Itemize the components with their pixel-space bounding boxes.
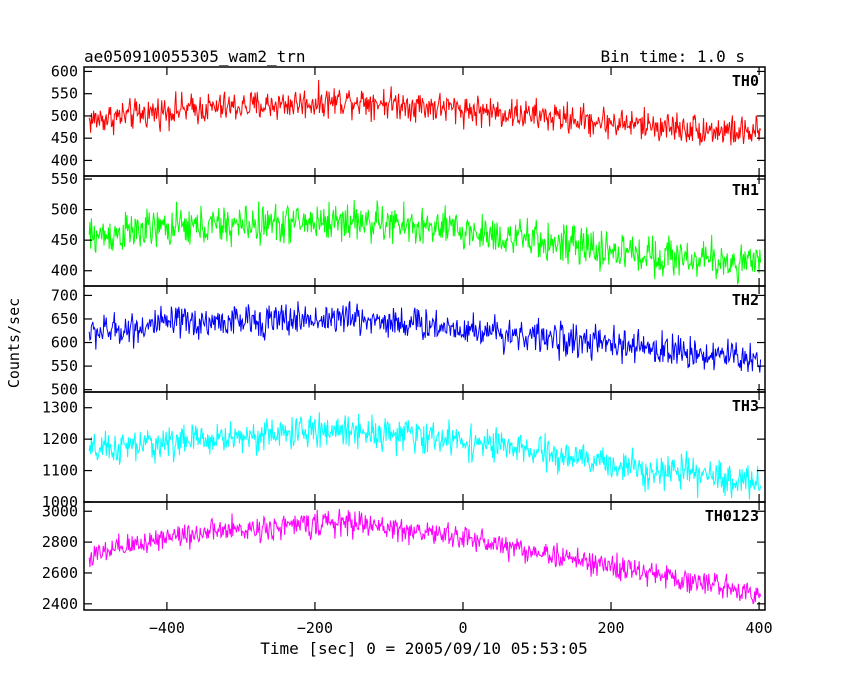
y-tick-label: 1200	[42, 430, 78, 448]
x-axis: −400 −200 0 200 400	[149, 619, 773, 637]
series-line-th0	[88, 79, 762, 146]
y-tick-label: 700	[51, 286, 78, 304]
y-tick-label: 550	[51, 85, 78, 103]
y-tick-label: 1300	[42, 399, 78, 417]
panel-th3: 1000 1100 1200 1300 TH3	[42, 391, 766, 511]
y-tick-label: 400	[51, 262, 78, 280]
y-axis-label: Counts/sec	[5, 298, 23, 388]
panel-label: TH0123	[705, 507, 759, 525]
y-tick-label: 400	[51, 151, 78, 169]
bin-time-label: Bin time: 1.0 s	[601, 47, 746, 66]
series-line-th2	[88, 301, 762, 373]
panel-frame	[83, 501, 766, 611]
y-tick-label: 500	[51, 201, 78, 219]
series-line-th3	[88, 412, 762, 500]
panel-label: TH1	[732, 181, 759, 199]
y-tick-label: 600	[51, 62, 78, 80]
series-line-th0123	[88, 508, 762, 605]
y-tick-label: 1100	[42, 462, 78, 480]
y-tick-label: 3000	[42, 502, 78, 520]
y-tick-label: 500	[51, 107, 78, 125]
y-tick-label: 550	[51, 357, 78, 375]
y-tick-label: 450	[51, 129, 78, 147]
panel-label: TH0	[732, 72, 759, 90]
y-tick-label: 1000	[42, 493, 78, 511]
x-tick-label: 400	[746, 619, 773, 637]
y-tick-label: 2600	[42, 564, 78, 582]
panel-frame	[83, 66, 766, 177]
x-tick-label: −400	[149, 619, 185, 637]
panels-group: 400 450 500 550 600 TH0 400 450 500 550 TH1 500 550 6…	[42, 62, 766, 613]
y-tick-label: 500	[51, 381, 78, 399]
panel-th2: 500 550 600 650 700 TH2	[51, 285, 766, 399]
panel-th0123: 2400 2600 2800 3000 TH0123	[42, 501, 766, 613]
y-tick-label: 650	[51, 310, 78, 328]
y-tick-label: 550	[51, 170, 78, 188]
panel-frame	[83, 285, 766, 393]
panel-th0: 400 450 500 550 600 TH0	[51, 62, 766, 177]
y-tick-label: 600	[51, 334, 78, 352]
y-tick-label: 2800	[42, 533, 78, 551]
y-tick-label: 450	[51, 231, 78, 249]
panel-label: TH2	[732, 291, 759, 309]
x-tick-label: 200	[597, 619, 624, 637]
series-line-th1	[88, 200, 762, 286]
panel-th1: 400 450 500 550 TH1	[51, 170, 766, 287]
chart-title: ae050910055305_wam2_trn	[84, 47, 306, 66]
y-tick-label: 2400	[42, 595, 78, 613]
x-tick-label: −200	[297, 619, 333, 637]
x-axis-label: Time [sec] 0 = 2005/09/10 05:53:05	[260, 639, 588, 658]
panel-label: TH3	[732, 397, 759, 415]
x-tick-label: 0	[458, 619, 467, 637]
